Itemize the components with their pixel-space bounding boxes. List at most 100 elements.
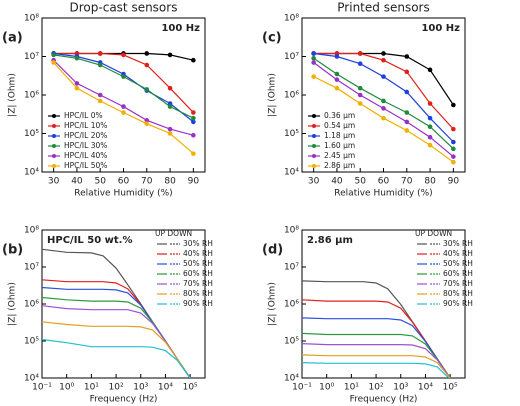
data-point <box>357 51 363 56</box>
legend-marker <box>52 164 56 168</box>
data-point <box>51 52 56 58</box>
data-point <box>427 115 433 121</box>
data-point <box>121 52 126 58</box>
y-tick-label: 10⁷ <box>284 263 299 273</box>
x-tick-label: 80 <box>424 177 436 187</box>
legend-label: HPC/IL 0% <box>64 111 103 120</box>
legend-label: 2.45 μm <box>324 151 355 160</box>
series-line <box>302 317 451 378</box>
data-point <box>311 55 316 61</box>
data-point <box>357 92 363 98</box>
legend-label: 60% RH <box>183 269 213 278</box>
y-tick-label: 10⁶ <box>24 300 39 310</box>
legend-label: 40% RH <box>183 249 213 258</box>
data-point <box>334 77 340 82</box>
y-tick-label: 10⁷ <box>24 52 39 62</box>
data-point <box>144 121 150 126</box>
annotation: 2.86 μm <box>307 235 353 246</box>
legend-label: HPC/IL 40% <box>64 151 107 160</box>
y-tick-label: 10⁴ <box>24 374 39 384</box>
legend-label: 1.18 μm <box>324 131 355 140</box>
data-point <box>451 154 456 159</box>
data-point <box>381 57 386 63</box>
x-tick-label: 10² <box>109 383 124 393</box>
legend-marker <box>312 154 316 158</box>
legend-marker <box>312 144 316 148</box>
data-point <box>311 60 316 65</box>
legend-marker <box>52 144 56 148</box>
data-point <box>334 54 340 59</box>
legend-label: HPC/IL 30% <box>64 141 107 150</box>
data-point <box>427 124 433 130</box>
legend-label: 80% RH <box>183 289 213 298</box>
data-point <box>74 81 80 86</box>
data-point <box>381 106 386 111</box>
data-point <box>404 110 410 115</box>
series-line <box>302 343 451 378</box>
legend-title: UP DOWN <box>415 229 452 238</box>
annotation: 100 Hz <box>421 23 460 34</box>
data-point <box>97 92 103 98</box>
panel-title: Printed sensors <box>337 1 429 15</box>
data-point <box>167 131 173 136</box>
y-tick-label: 10⁶ <box>24 91 39 101</box>
x-tick-label: 90 <box>188 177 200 187</box>
legend-label: 0.54 μm <box>324 121 355 130</box>
data-point <box>191 151 196 156</box>
x-tick-label: 40 <box>331 177 343 187</box>
series-line <box>302 332 451 378</box>
data-point <box>451 126 456 132</box>
legend-label: 2.86 μm <box>324 161 355 170</box>
x-tick-label: 70 <box>401 177 413 187</box>
data-point <box>97 51 103 56</box>
data-point <box>97 98 103 104</box>
data-point <box>357 85 363 91</box>
data-point <box>357 101 363 106</box>
data-point <box>451 139 456 145</box>
data-point <box>191 119 196 125</box>
data-point <box>404 89 410 95</box>
data-point <box>121 104 126 109</box>
data-point <box>404 128 410 133</box>
x-tick-label: 30 <box>48 177 60 187</box>
y-tick-label: 10⁷ <box>284 52 299 62</box>
series-line <box>42 248 191 378</box>
legend-marker <box>52 114 56 118</box>
annotation: HPC/IL 50 wt.% <box>47 235 133 246</box>
data-point <box>427 67 433 73</box>
data-point <box>121 74 126 79</box>
y-tick-label: 10⁸ <box>24 14 39 24</box>
y-tick-label: 10⁵ <box>24 129 39 139</box>
y-tick-label: 10⁴ <box>284 374 299 384</box>
data-point <box>451 159 456 165</box>
data-point <box>381 98 386 104</box>
y-tick-label: 10⁸ <box>24 226 39 236</box>
x-tick-label: 10⁰ <box>319 383 334 393</box>
panel-label: (b) <box>2 243 23 258</box>
legend-label: 0.36 μm <box>324 111 355 120</box>
data-point <box>191 115 196 121</box>
legend-label: HPC/IL 10% <box>64 121 107 130</box>
legend-marker <box>52 134 56 138</box>
y-axis-label: |Z| (Ohm) <box>268 282 278 326</box>
x-tick-label: 30 <box>308 177 320 187</box>
data-point <box>381 115 386 121</box>
x-tick-label: 10⁴ <box>418 383 433 393</box>
y-tick-label: 10⁶ <box>284 300 299 310</box>
data-point <box>334 85 340 91</box>
data-point <box>427 142 433 148</box>
x-tick-label: 10⁵ <box>183 383 198 393</box>
legend-marker <box>312 134 316 138</box>
legend-marker <box>312 124 316 128</box>
data-point <box>404 54 410 59</box>
data-point <box>427 101 433 106</box>
panel-label: (c) <box>262 31 282 46</box>
legend-marker <box>312 114 316 118</box>
y-tick-label: 10⁴ <box>24 168 39 178</box>
legend-marker <box>52 154 56 158</box>
legend-label: 90% RH <box>443 299 473 308</box>
x-tick-label: 60 <box>378 177 390 187</box>
data-point <box>191 57 196 63</box>
legend-label: 50% RH <box>443 259 473 268</box>
